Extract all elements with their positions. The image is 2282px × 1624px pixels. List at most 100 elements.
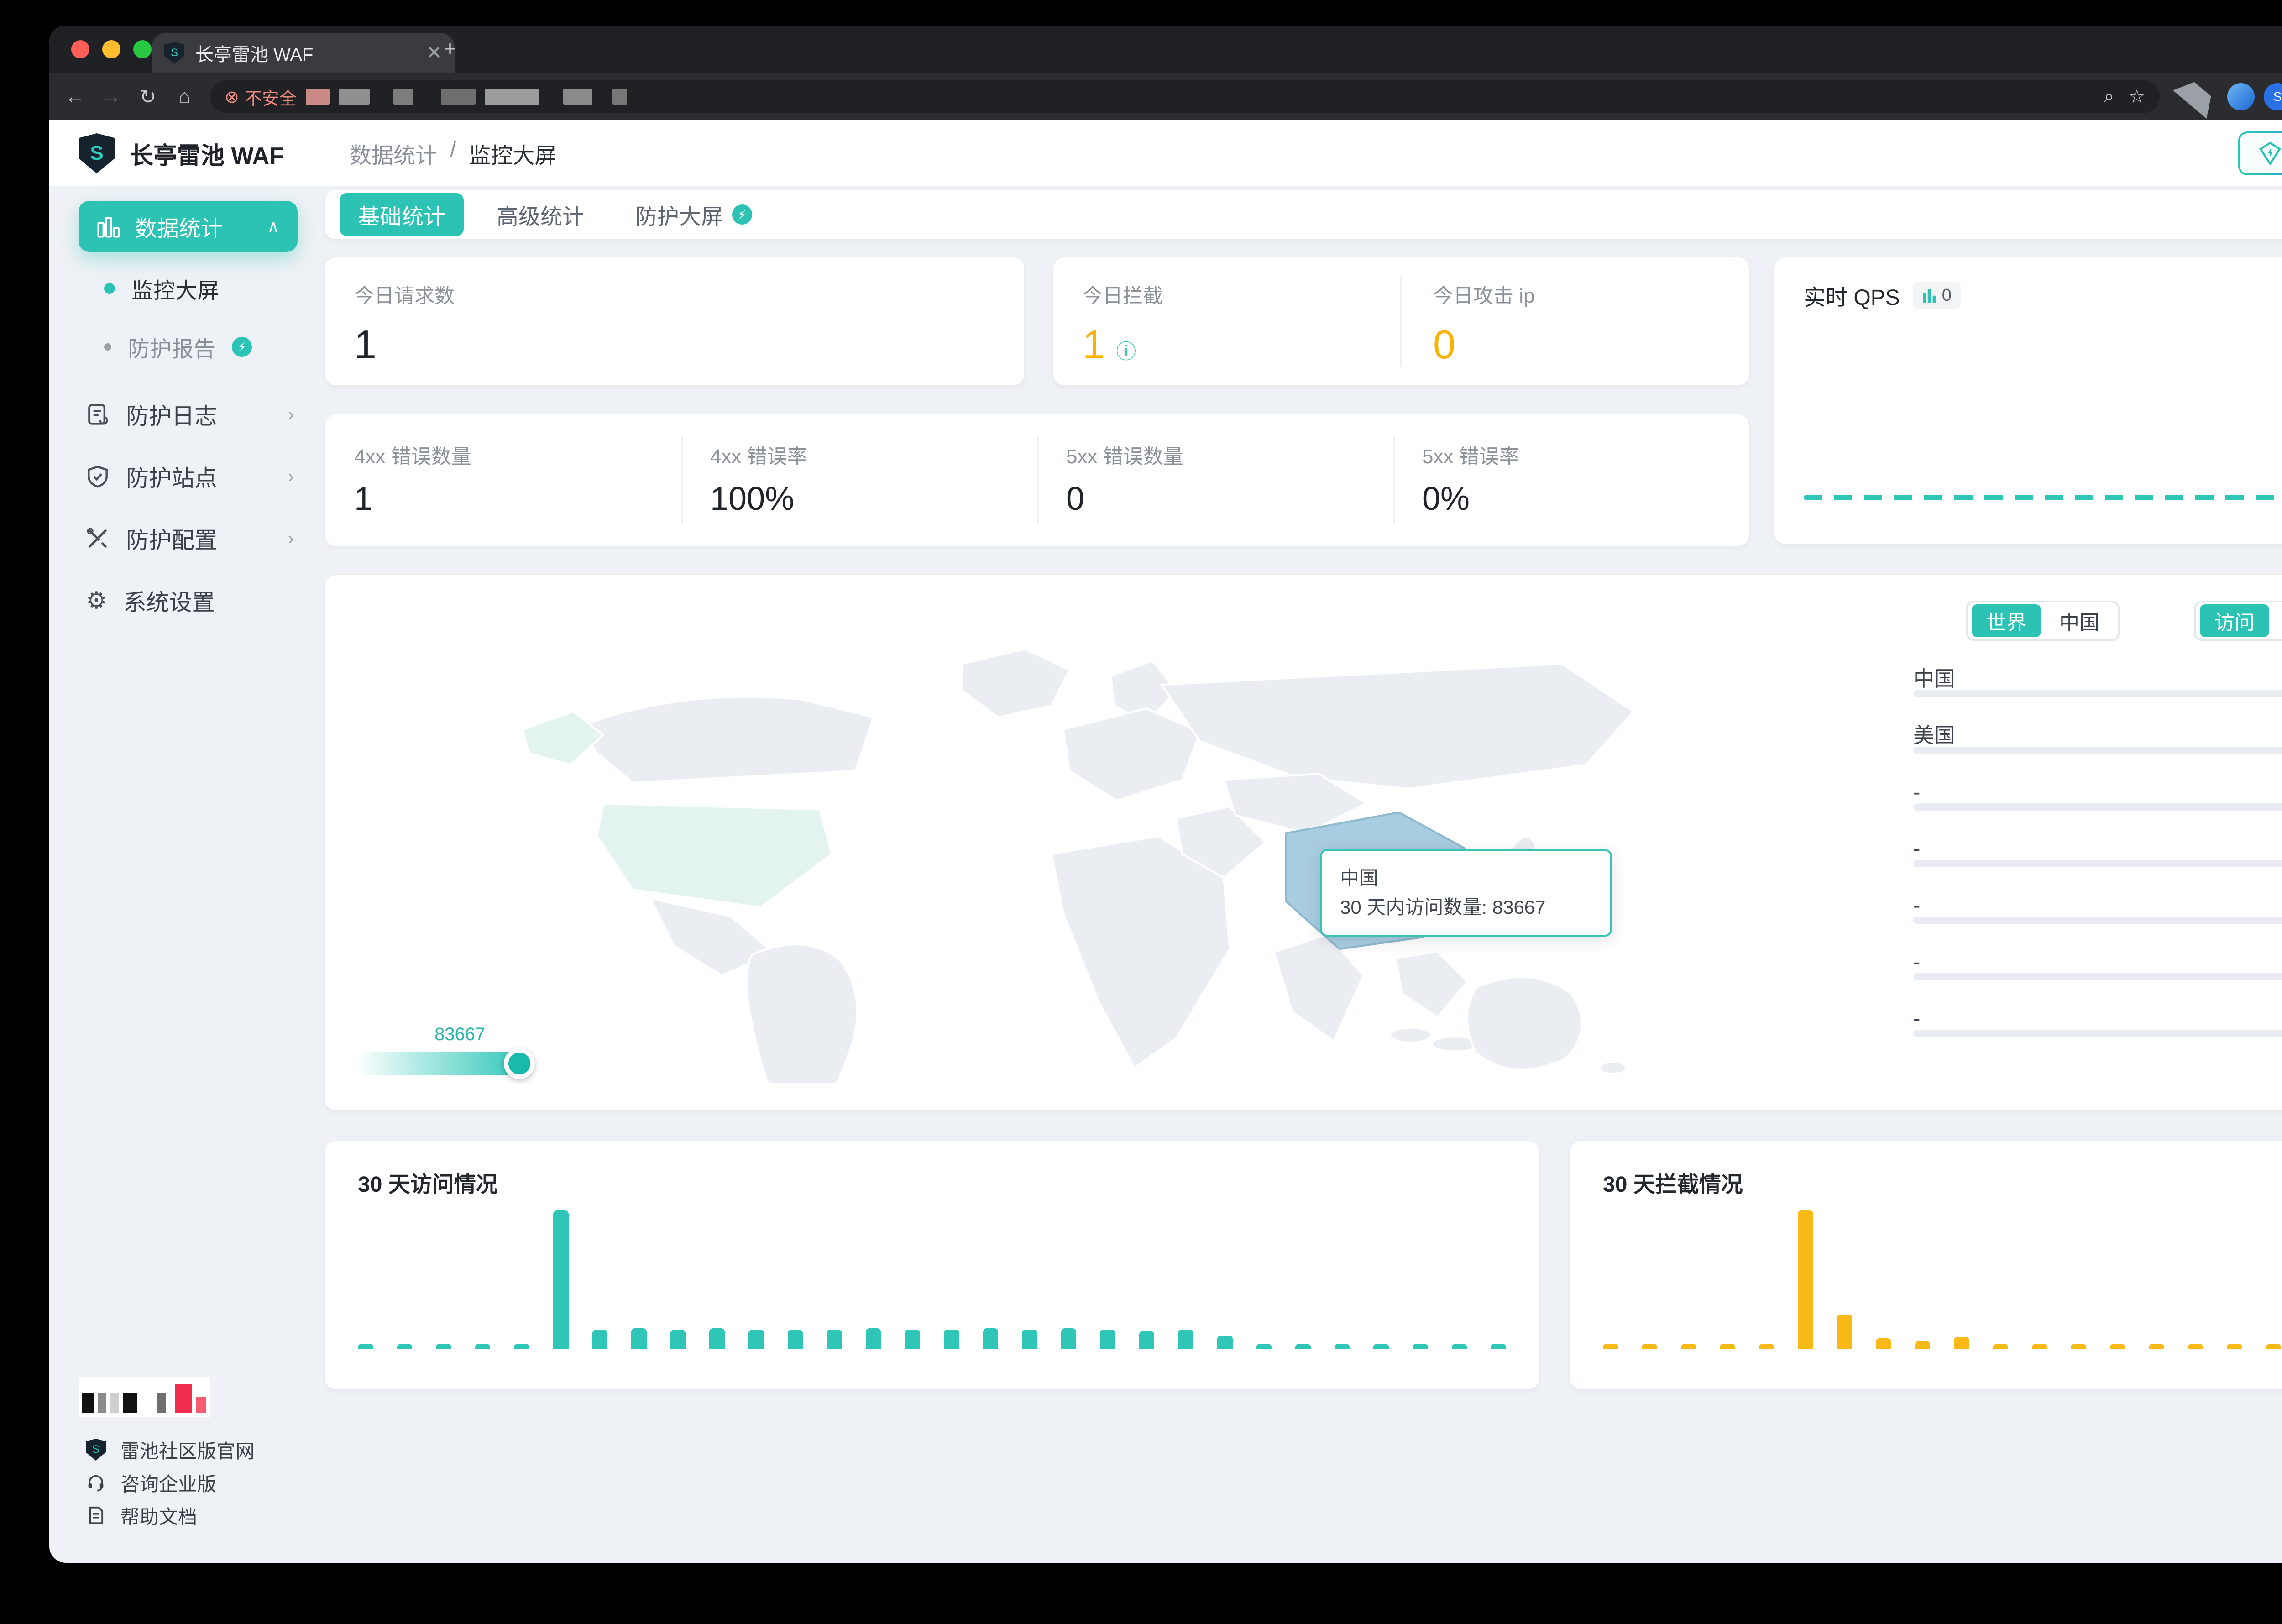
- bar: [2227, 1343, 2242, 1349]
- e5xx-count-value: 0: [1066, 481, 1085, 517]
- info-icon[interactable]: ⓘ: [1116, 341, 1136, 363]
- kite-extension-icon[interactable]: [2227, 83, 2255, 110]
- today-blocks-card: 今日拦截 1 ⓘ 今日攻击 ip 0: [1053, 257, 1749, 385]
- country-row: -0: [1913, 999, 2282, 1055]
- country-name: -: [1913, 950, 1921, 974]
- today-requests-card: 今日请求数 1: [325, 257, 1024, 385]
- sidebar-item-system-settings[interactable]: ⚙︎ 系统设置: [86, 587, 215, 615]
- map-usa: [596, 802, 833, 909]
- stats-tabs-card: 基础统计 高级统计 防护大屏 ⚡︎: [325, 190, 2282, 239]
- back-icon[interactable]: ←: [65, 85, 85, 108]
- new-tab-button[interactable]: +: [444, 37, 457, 61]
- today-blocks-value: 1 ⓘ: [1083, 322, 1136, 367]
- bar: [2188, 1343, 2203, 1349]
- redacted-url-block: [612, 89, 627, 105]
- scope-china-button[interactable]: 中国: [2059, 612, 2099, 634]
- redacted-url-block: [393, 89, 413, 105]
- legend-max-label: 83667: [434, 1024, 486, 1044]
- country-bar-track: [1913, 747, 2282, 754]
- swirl-extension-icon[interactable]: S: [2264, 83, 2282, 110]
- bookmark-star-icon[interactable]: ☆: [2129, 87, 2145, 107]
- mac-zoom-button[interactable]: [133, 40, 152, 58]
- sidebar-item-monitor-screen[interactable]: 监控大屏: [79, 267, 298, 310]
- world-map[interactable]: China: [351, 637, 1848, 1083]
- sidebar-item-protection-report[interactable]: 防护报告 ⚡︎: [79, 325, 298, 369]
- bar: [1491, 1343, 1506, 1349]
- bar: [436, 1343, 451, 1349]
- browser-tab[interactable]: S 长亭雷池 WAF ✕: [152, 33, 455, 73]
- map-legend-handle[interactable]: [504, 1048, 535, 1079]
- paper-plane-extension-icon[interactable]: [2173, 75, 2219, 119]
- tab-favicon-shield-icon: S: [164, 42, 184, 64]
- breadcrumb-current: 监控大屏: [469, 144, 557, 168]
- redacted-url-block: [440, 89, 476, 105]
- visit-map-card: 世界 中国 访问 仅拦截: [325, 575, 2282, 1110]
- pro-bolt-icon: ⚡︎: [232, 337, 252, 357]
- tooltip-value-line: 30 天内访问数量: 83667: [1340, 896, 1546, 918]
- tab-title: 长亭雷池 WAF: [195, 45, 314, 65]
- chevron-right-icon: ›: [288, 466, 294, 487]
- bar: [1954, 1336, 1969, 1349]
- mac-minimize-button[interactable]: [102, 40, 120, 58]
- community-site-link[interactable]: S 雷池社区版官网: [86, 1435, 255, 1464]
- tab-protection-screen[interactable]: 防护大屏 ⚡︎: [617, 193, 770, 236]
- qps-count-badge[interactable]: 0: [1912, 282, 1961, 309]
- sidebar-item-protected-sites[interactable]: 防护站点 ›: [79, 453, 301, 500]
- sidebar-item-protection-config[interactable]: 防护配置 ›: [79, 515, 301, 562]
- bar: [1720, 1343, 1735, 1349]
- sidebar-item-data-stats[interactable]: 数据统计 ∧: [79, 201, 298, 252]
- map-se-asia: [1395, 951, 1469, 1019]
- today-requests-value: 1: [354, 322, 377, 367]
- sidebar-item-protection-logs[interactable]: 防护日志 ›: [79, 391, 301, 438]
- country-row: -0: [1913, 885, 2282, 942]
- map-canada: [578, 696, 875, 784]
- enterprise-consult-link[interactable]: 咨询企业版: [86, 1468, 216, 1497]
- map-scope-toggle: 世界 中国: [1966, 601, 2120, 641]
- bar: [1217, 1335, 1233, 1349]
- headset-icon: [88, 1475, 104, 1492]
- chevron-right-icon: ›: [288, 404, 294, 424]
- mac-close-button[interactable]: [71, 40, 89, 58]
- blocks-30d-chart-card: 30 天拦截情况: [1570, 1141, 2282, 1389]
- doc-icon: [89, 1506, 104, 1524]
- bar: [1139, 1331, 1155, 1349]
- map-south-america: [746, 943, 858, 1083]
- upgrade-license-button[interactable]: 升级授权: [2238, 131, 2282, 175]
- home-icon[interactable]: ⌂: [178, 85, 191, 108]
- country-name: 美国: [1913, 723, 1955, 747]
- bar: [1759, 1343, 1774, 1349]
- chevron-right-icon: ›: [288, 528, 294, 549]
- breadcrumb-parent[interactable]: 数据统计: [349, 144, 437, 168]
- bar: [670, 1330, 686, 1349]
- scope-world-button[interactable]: 世界: [1972, 604, 2041, 637]
- forward-icon[interactable]: →: [101, 85, 121, 108]
- reload-icon[interactable]: ↻: [139, 85, 157, 108]
- bar: [709, 1328, 725, 1349]
- zoom-search-icon[interactable]: ⌕: [2104, 86, 2115, 106]
- tab-advanced-stats[interactable]: 高级统计: [497, 205, 585, 229]
- bar: [865, 1328, 881, 1349]
- mode-visit-button[interactable]: 访问: [2200, 604, 2269, 637]
- bar: [1413, 1343, 1428, 1349]
- app-brand: 长亭雷池 WAF: [130, 142, 284, 169]
- not-secure-icon: ⊗: [225, 87, 239, 107]
- map-australia: [1466, 976, 1583, 1071]
- app-logo-shield-icon: S: [79, 133, 115, 173]
- bar: [1100, 1330, 1115, 1349]
- country-row: -0: [1913, 942, 2282, 999]
- not-secure-badge[interactable]: ⊗ 不安全: [225, 87, 297, 109]
- bar: [1798, 1210, 1813, 1349]
- bar: [592, 1330, 608, 1349]
- help-docs-link[interactable]: 帮助文档: [86, 1501, 197, 1530]
- tab-close-icon[interactable]: ✕: [426, 43, 442, 63]
- map-greenland: [961, 648, 1071, 718]
- map-legend-gradient[interactable]: [358, 1052, 526, 1075]
- mode-block-only-button[interactable]: 仅拦截: [2273, 604, 2282, 637]
- diamond-bolt-icon: [2259, 141, 2282, 165]
- redacted-url-block: [305, 89, 330, 105]
- address-bar[interactable]: ⊗ 不安全 ⌕ ☆: [210, 80, 2160, 113]
- browser-toolbar: ← → ↻ ⌂ ⊗不安全 ⌕ ☆ SV••M中◎≡ 🧩︎ ⋮: [49, 73, 2282, 120]
- today-attack-ip-value: 0: [1433, 322, 1455, 367]
- tab-basic-stats[interactable]: 基础统计: [340, 193, 464, 236]
- bar: [1373, 1343, 1389, 1349]
